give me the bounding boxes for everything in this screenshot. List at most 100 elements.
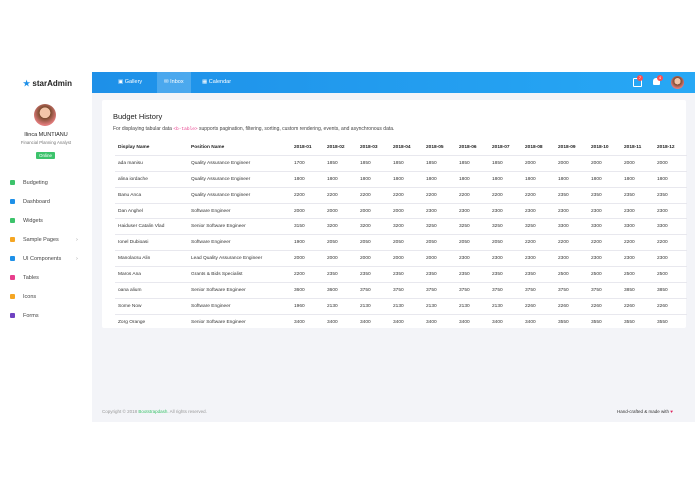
table-cell: 1850: [390, 154, 423, 172]
menu-item[interactable]: Icons: [10, 292, 36, 302]
column-header[interactable]: 2018-10: [591, 144, 609, 150]
column-header[interactable]: 2018-11: [624, 144, 642, 150]
table-cell: Quality Assurance Engineer: [188, 154, 291, 172]
table-cell: 2350: [654, 186, 687, 204]
table-cell: 2260: [555, 297, 588, 315]
table-cell: 2350: [324, 266, 357, 283]
nav-tab[interactable]: ▣ Gallery: [118, 79, 143, 85]
table-cell: 2000: [390, 250, 423, 267]
table-cell: 2130: [357, 297, 390, 315]
menu-label: Dashboard: [23, 199, 50, 205]
column-header[interactable]: 2018-07: [492, 144, 510, 150]
table-cell: Some Now: [115, 297, 188, 315]
table-cell: 3400: [324, 313, 357, 330]
table-cell: 2350: [357, 266, 390, 283]
table-cell: 3750: [357, 282, 390, 299]
table-cell: 2000: [357, 202, 390, 219]
menu-item[interactable]: Widgets: [10, 216, 43, 226]
table-cell: 2130: [456, 297, 489, 315]
table-cell: 3750: [588, 282, 621, 299]
table-row: oana alium Senior Software Engineer 3600 36…: [115, 282, 687, 299]
card-description: For displaying tabular data <b-table> su…: [113, 126, 395, 132]
menu-item[interactable]: UI Components ›: [10, 254, 78, 264]
table-cell: 1800: [456, 170, 489, 188]
menu-label: Sample Pages: [23, 237, 59, 243]
table-cell: 2000: [423, 250, 456, 267]
table-cell: Grants & Bids Specialist: [188, 266, 291, 283]
table-cell: 2050: [489, 234, 522, 251]
table-cell: 2300: [654, 250, 687, 267]
table-cell: 2500: [621, 266, 654, 283]
table-cell: 2350: [522, 266, 555, 283]
chevron: ›: [76, 237, 78, 243]
menu-item[interactable]: Forms: [10, 311, 39, 321]
table-cell: 2050: [357, 234, 390, 251]
menu-item[interactable]: Tables: [10, 273, 39, 283]
column-header[interactable]: Position Name: [191, 144, 225, 150]
table-cell: 2350: [621, 186, 654, 204]
profile-avatar[interactable]: [671, 76, 684, 89]
user-name: Ilinca MUNTIANU: [24, 132, 68, 138]
table-cell: 1800: [423, 170, 456, 188]
column-header[interactable]: 2018-09: [558, 144, 576, 150]
brand-link[interactable]: Bootstrapdash.: [138, 409, 169, 414]
table-cell: 2200: [588, 234, 621, 251]
logo[interactable]: ★ starAdmin: [23, 79, 72, 88]
table-cell: 1900: [291, 234, 324, 251]
table-cell: 3550: [588, 313, 621, 330]
table-cell: Manolacsu Alin: [115, 250, 188, 267]
menu-label: Budgeting: [23, 180, 48, 186]
table-cell: Quality Assurance Engineer: [188, 170, 291, 188]
table-cell: 2200: [423, 186, 456, 204]
table-cell: 2000: [522, 154, 555, 172]
table-cell: 3300: [654, 218, 687, 235]
table-cell: 1850: [423, 154, 456, 172]
menu-label: Widgets: [23, 218, 43, 224]
column-header[interactable]: 2018-08: [525, 144, 543, 150]
table-cell: Dan Anghel: [115, 202, 188, 219]
table-cell: 1800: [621, 170, 654, 188]
table-row: ada manisu Quality Assurance Engineer 1700…: [115, 154, 687, 172]
table-cell: 3150: [291, 218, 324, 235]
table-cell: 3750: [555, 282, 588, 299]
menu-item[interactable]: Budgeting: [10, 178, 48, 188]
avatar: [34, 104, 56, 126]
table-cell: oana alium: [115, 282, 188, 299]
menu-item[interactable]: Sample Pages ›: [10, 235, 78, 245]
table-cell: Software Engineer: [188, 202, 291, 219]
table-cell: 2200: [555, 234, 588, 251]
nav-tab[interactable]: ▦ Calendar: [202, 79, 232, 85]
table-cell: 2130: [489, 297, 522, 315]
table-cell: 1800: [654, 170, 687, 188]
column-header[interactable]: Display Name: [118, 144, 150, 150]
column-header[interactable]: 2018-02: [327, 144, 345, 150]
column-header[interactable]: 2018-04: [393, 144, 411, 150]
column-header[interactable]: 2018-06: [459, 144, 477, 150]
column-header[interactable]: 2018-12: [657, 144, 675, 150]
table-row: Some Now Software Engineer 1960 2130 2130 213…: [115, 297, 687, 315]
card-title: Budget History: [113, 112, 163, 121]
table-cell: ada manisu: [115, 154, 188, 172]
column-header[interactable]: 2018-03: [360, 144, 378, 150]
table-cell: 2300: [555, 202, 588, 219]
nav-tab[interactable]: ✉ Inbox: [157, 72, 191, 93]
table-cell: 3550: [555, 313, 588, 330]
table-cell: Lead Quality Assurance Engineer: [188, 250, 291, 267]
table-cell: 2050: [324, 234, 357, 251]
table-cell: 2200: [489, 186, 522, 204]
column-header[interactable]: 2018-01: [294, 144, 312, 150]
table-cell: 2000: [324, 202, 357, 219]
menu-item[interactable]: Dashboard: [10, 197, 50, 207]
table-cell: 2300: [456, 250, 489, 267]
table-cell: 2300: [423, 202, 456, 219]
menu-icon: [10, 199, 15, 204]
menu-label: Forms: [23, 313, 39, 319]
table-cell: 1800: [489, 170, 522, 188]
table-cell: Ionel Dubioasi: [115, 234, 188, 251]
table-cell: 2050: [456, 234, 489, 251]
column-header[interactable]: 2018-05: [426, 144, 444, 150]
table-cell: 2200: [456, 186, 489, 204]
table-cell: 2000: [654, 154, 687, 172]
table-cell: 1850: [456, 154, 489, 172]
bell-icon[interactable]: [653, 78, 660, 85]
